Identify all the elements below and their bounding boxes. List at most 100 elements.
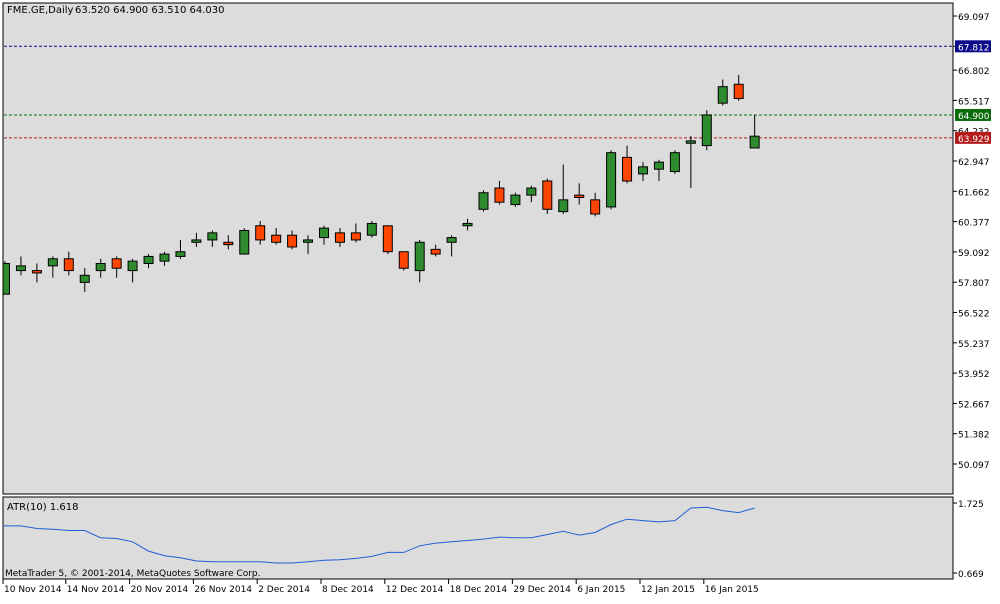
candle[interactable] bbox=[717, 79, 728, 106]
price-tick-label: 62.947 bbox=[958, 158, 990, 168]
candle[interactable] bbox=[303, 235, 314, 255]
candle[interactable] bbox=[542, 178, 553, 214]
time-tick-label: 29 Dec 2014 bbox=[513, 585, 571, 595]
candle[interactable] bbox=[669, 150, 680, 174]
candle-body-bear bbox=[287, 234, 298, 248]
candle[interactable] bbox=[319, 225, 329, 245]
atr-line[interactable] bbox=[4, 506, 755, 564]
candle[interactable] bbox=[79, 268, 90, 292]
candle[interactable] bbox=[574, 183, 585, 205]
price-tick-label: 53.952 bbox=[958, 370, 990, 380]
time-tick-label: 26 Nov 2014 bbox=[194, 585, 252, 595]
candle[interactable] bbox=[2, 261, 10, 295]
time-tick-label: 2 Dec 2014 bbox=[258, 585, 310, 595]
candle-body-bull bbox=[366, 222, 377, 236]
price-level-badge bbox=[955, 108, 991, 121]
candle[interactable] bbox=[701, 110, 712, 151]
candle[interactable] bbox=[127, 258, 138, 283]
candle[interactable] bbox=[95, 258, 106, 278]
candle[interactable] bbox=[733, 74, 744, 101]
candle-body-bull bbox=[526, 187, 537, 196]
candle-body-bear bbox=[223, 241, 234, 246]
candle[interactable] bbox=[63, 251, 74, 276]
candle[interactable] bbox=[191, 232, 202, 248]
candle[interactable] bbox=[749, 114, 760, 149]
candle[interactable] bbox=[526, 185, 537, 203]
time-tick-label: 14 Nov 2014 bbox=[67, 585, 125, 595]
candle[interactable] bbox=[175, 239, 186, 259]
price-tick-label: 61.662 bbox=[958, 188, 990, 198]
atr-tick-label: 1.725 bbox=[958, 500, 984, 510]
candle[interactable] bbox=[143, 254, 154, 269]
candle[interactable] bbox=[653, 159, 664, 181]
price-tick-label: 60.377 bbox=[958, 219, 990, 229]
candle-body-bear bbox=[398, 251, 409, 269]
candle[interactable] bbox=[366, 221, 377, 238]
candle[interactable] bbox=[478, 190, 489, 212]
candle-body-bear bbox=[255, 225, 266, 241]
candle-body-bear bbox=[542, 180, 553, 210]
candle[interactable] bbox=[255, 221, 266, 245]
price-tick-label: 56.522 bbox=[958, 310, 990, 320]
price-level-badge-text: 63.929 bbox=[958, 135, 990, 145]
candle[interactable] bbox=[590, 192, 601, 217]
price-tick-label: 52.667 bbox=[958, 400, 990, 410]
price-tick-label: 65.517 bbox=[958, 97, 990, 107]
candle[interactable] bbox=[223, 235, 234, 250]
candle[interactable] bbox=[414, 239, 425, 283]
candle[interactable] bbox=[606, 150, 617, 210]
candle[interactable] bbox=[494, 180, 505, 205]
candle[interactable] bbox=[239, 228, 250, 255]
candle[interactable] bbox=[398, 251, 409, 271]
candle-body-bear bbox=[622, 156, 633, 182]
candles-layer bbox=[2, 74, 760, 295]
candle[interactable] bbox=[510, 192, 521, 207]
candle-body-bull bbox=[685, 140, 696, 144]
time-tick-label: 8 Dec 2014 bbox=[322, 585, 374, 595]
atr-label: ATR(10) 1.618 bbox=[7, 502, 78, 513]
candle[interactable] bbox=[430, 244, 441, 257]
candle[interactable] bbox=[111, 256, 122, 278]
indicator-panel[interactable] bbox=[2, 496, 954, 580]
candle[interactable] bbox=[271, 228, 282, 245]
candle[interactable] bbox=[558, 164, 569, 214]
candle-body-bear bbox=[63, 258, 74, 272]
candle-body-bull bbox=[79, 274, 90, 283]
candle-body-bull bbox=[653, 161, 664, 170]
candle[interactable] bbox=[31, 263, 42, 283]
candle-body-bull bbox=[175, 251, 186, 257]
candle-body-bull bbox=[701, 114, 712, 147]
price-panel[interactable] bbox=[2, 2, 954, 495]
candle-body-bear bbox=[494, 187, 505, 203]
symbol-timeframe-label: FME.GE,Daily bbox=[7, 5, 74, 16]
candle[interactable] bbox=[446, 235, 457, 257]
candle-body-bull bbox=[462, 222, 473, 227]
candle[interactable] bbox=[15, 256, 26, 276]
candle[interactable] bbox=[382, 225, 393, 255]
candle-body-bull bbox=[207, 232, 218, 241]
price-tick-label: 66.802 bbox=[958, 67, 990, 77]
price-level-badge bbox=[955, 131, 991, 144]
candle-body-bull bbox=[2, 263, 10, 295]
candle[interactable] bbox=[287, 230, 298, 250]
candle-body-bear bbox=[350, 232, 361, 241]
candle-body-bull bbox=[446, 237, 457, 243]
candle[interactable] bbox=[334, 228, 345, 248]
candle[interactable] bbox=[350, 223, 361, 243]
atr-layer bbox=[4, 506, 755, 564]
candle[interactable] bbox=[622, 145, 633, 184]
candle[interactable] bbox=[159, 251, 170, 266]
candle[interactable] bbox=[47, 256, 58, 278]
candle[interactable] bbox=[207, 230, 218, 248]
price-tick-label: 51.382 bbox=[958, 431, 990, 441]
candle-body-bull bbox=[303, 239, 314, 243]
price-tick-label: 57.807 bbox=[958, 279, 990, 289]
time-tick-label: 16 Jan 2015 bbox=[705, 585, 759, 595]
candle[interactable] bbox=[685, 136, 696, 189]
candle[interactable] bbox=[638, 162, 648, 181]
candle[interactable] bbox=[462, 218, 473, 231]
candle-body-bull bbox=[191, 239, 202, 243]
price-level-lines bbox=[4, 45, 953, 139]
atr-axis: 1.725 0.669 bbox=[953, 500, 984, 580]
